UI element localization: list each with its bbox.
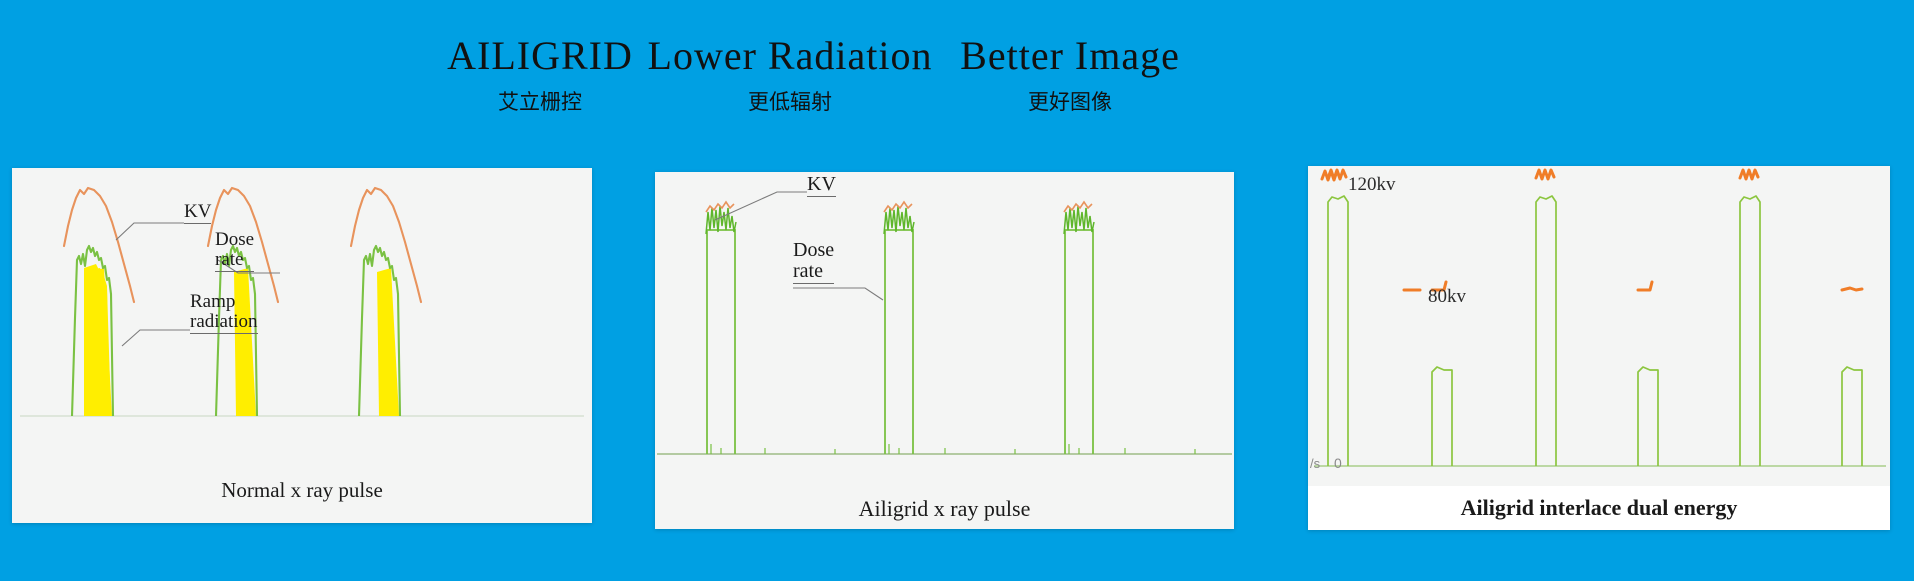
header-title-en-3: Better Image <box>960 33 1180 78</box>
plot-svg-1 <box>20 186 584 417</box>
kv-marker-120kv-3 <box>1738 168 1760 181</box>
dose-rate-annotation-label-1: Dose rate <box>215 229 255 272</box>
kv-leader-line-2 <box>714 191 807 221</box>
ramp-wedge-3 <box>377 268 399 416</box>
axis-zero-label: 0 <box>1334 455 1342 471</box>
dose-leader-line-1 <box>217 259 280 274</box>
header-title-en-2: Lower Radiation <box>647 33 933 78</box>
kv-marker-80kv-2 <box>1636 280 1654 292</box>
ramp-leader-line-1 <box>121 329 190 347</box>
panel3-caption-band <box>1308 486 1890 530</box>
kv-annotation-label-1: KV <box>184 201 212 224</box>
plot-ailigrid-interlace-dual-energy <box>1308 166 1890 486</box>
chart-panel-ailigrid-interlace-dual-energy: 120kv 80kv /s 0 <box>1308 166 1890 530</box>
dose-rate-noise-1 <box>705 205 737 235</box>
ramp-wedge-1 <box>90 268 112 416</box>
kv-marker-80kv-1 <box>1430 280 1448 292</box>
pulse-120kv-2 <box>1535 195 1557 466</box>
dose-rate-pulse-3 <box>1064 229 1094 454</box>
dose-rate-noise-2 <box>883 205 915 235</box>
legend-label-80kv: 80kv <box>1428 286 1466 307</box>
header-group-better-image: Better Image 更好图像 <box>945 36 1195 113</box>
kv-annotation-label-2: KV <box>807 173 836 197</box>
plot-ailigrid-x-ray-pulse <box>655 172 1234 462</box>
kv-noise-3 <box>1063 200 1093 213</box>
dose-rate-trace-1 <box>70 244 115 417</box>
pulse-80kv-1 <box>1431 366 1453 466</box>
kv-leader-line-1 <box>115 222 184 241</box>
kv-noise-1 <box>705 200 735 213</box>
header-group-ailigrid: AILIGRID 艾立栅控 <box>430 36 650 113</box>
kv-marker-120kv-2 <box>1534 168 1556 181</box>
plot-svg-2 <box>657 191 1232 455</box>
chart-panel-ailigrid-x-ray-pulse: KV Dose rate <box>655 172 1234 529</box>
header-group-lower-radiation: Lower Radiation 更低辐射 <box>640 36 940 113</box>
kv-noise-2 <box>883 200 913 213</box>
ramp-wedge-2 <box>234 268 256 416</box>
header-title-cn-2: 更低辐射 <box>748 90 832 114</box>
kv-trace-3 <box>349 186 423 304</box>
dose-rate-trace-2 <box>214 244 259 417</box>
chart-panel-normal-x-ray-pulse: KV Dose rate Ramp radiation <box>12 168 592 523</box>
dose-rate-trace-3 <box>357 244 402 417</box>
header-title-cn-3: 更好图像 <box>1028 90 1112 114</box>
legend-label-120kv: 120kv <box>1348 174 1396 195</box>
header-title-cn-1: 艾立栅控 <box>498 90 582 114</box>
kv-trace-2 <box>206 186 280 304</box>
pulse-80kv-2 <box>1637 366 1659 466</box>
pulse-120kv-3 <box>1739 195 1761 466</box>
baseline-ticks-1 <box>710 444 836 454</box>
ramp-radiation-annotation-label-1: Ramp radiation <box>190 291 258 334</box>
axis-unit-label: /s <box>1310 456 1321 471</box>
panel-caption-normal-x-ray-pulse: Normal x ray pulse <box>221 478 383 502</box>
dose-rate-annotation-label-2: Dose rate <box>793 239 835 284</box>
header-title-en-1: AILIGRID <box>447 33 633 78</box>
legend-icon-120kv <box>1320 169 1342 182</box>
kv-marker-80kv-3 <box>1840 286 1864 292</box>
pulse-80kv-3 <box>1841 366 1863 466</box>
dose-rate-pulse-1 <box>706 229 736 454</box>
baseline-ticks-3 <box>1068 444 1196 454</box>
panel-caption-ailigrid-x-ray-pulse: Ailigrid x ray pulse <box>858 496 1031 521</box>
dose-rate-pulse-2 <box>884 229 914 454</box>
baseline-ticks-2 <box>888 444 1016 454</box>
plot-svg-3 <box>1314 168 1886 467</box>
kv-trace-1 <box>62 186 136 304</box>
panel-caption-ailigrid-interlace-dual-energy: Ailigrid interlace dual energy <box>1460 495 1738 520</box>
dose-leader-line-2 <box>793 287 884 301</box>
plot-normal-x-ray-pulse <box>12 168 592 423</box>
pulse-120kv-1 <box>1327 195 1349 466</box>
header-banner: AILIGRID 艾立栅控 Lower Radiation 更低辐射 Bette… <box>0 0 1914 140</box>
dose-rate-noise-3 <box>1063 205 1095 235</box>
